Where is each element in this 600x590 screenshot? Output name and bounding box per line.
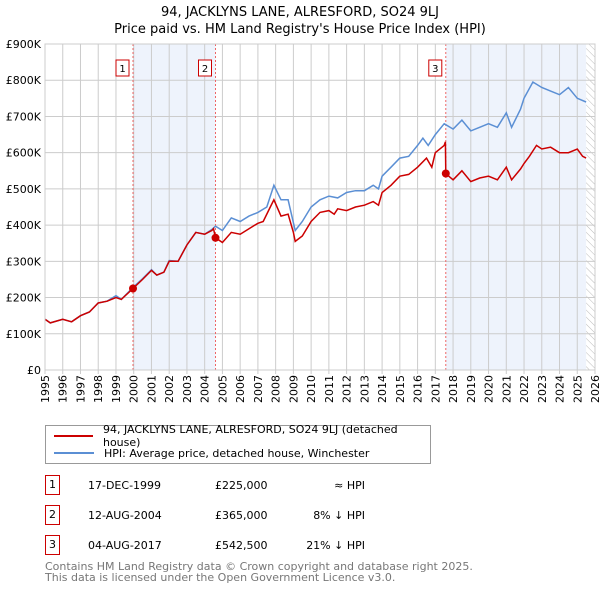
- sale-label: 2: [202, 64, 208, 75]
- footer: Contains HM Land Registry data © Crown c…: [45, 561, 473, 583]
- sale-label-box: [428, 59, 443, 77]
- price-chart: 1995 1996 1997 1998 1999 2000 2001 2002 2003 2004…: [6, 38, 600, 403]
- shaded-period: [133, 44, 216, 370]
- x-tick-label: 1995: [39, 375, 52, 403]
- transaction-row: 3 04-AUG-2017 £542,500 21% ↓ HPI: [45, 535, 445, 557]
- x-tick-label: 2025: [571, 375, 584, 403]
- x-tick-label: 2020: [483, 375, 496, 403]
- legend-label: 94, JACKLYNS LANE, ALRESFORD, SO24 9LJ (…: [102, 423, 398, 449]
- sale-label-box: [115, 59, 130, 77]
- sale-label-box: [198, 59, 212, 77]
- legend-item-property: 94, JACKLYNS LANE, ALRESFORD, SO24 9LJ (…: [54, 423, 430, 449]
- x-tick-label: 2006: [234, 375, 247, 403]
- x-tick-label: 2021: [500, 375, 513, 403]
- x-tick-label: 2004: [199, 375, 212, 403]
- x-tick-label: 2009: [287, 375, 300, 403]
- x-tick-label: 2018: [447, 375, 460, 403]
- y-tick-label: £800K: [6, 74, 42, 87]
- hpi-diff: 8% ↓ HPI: [313, 509, 365, 522]
- plot-border: [44, 43, 596, 371]
- hpi-diff: ≈ HPI: [334, 479, 365, 492]
- legend-label: HPI: Average price, detached house, Winc…: [104, 446, 370, 460]
- x-tick-label: 2012: [341, 375, 354, 403]
- x-tick-label: 2023: [536, 375, 549, 403]
- x-tick-label: 2008: [270, 375, 283, 403]
- y-tick-label: £500K: [6, 183, 42, 196]
- sale-point: [211, 233, 220, 242]
- y-tick-label: £400K: [6, 219, 42, 232]
- marker-badge: 1: [45, 475, 60, 495]
- y-tick-label: £300K: [6, 255, 42, 268]
- marker-badge: 2: [45, 505, 60, 525]
- x-tick-label: 2026: [589, 375, 600, 403]
- x-tick-label: 2013: [358, 375, 371, 403]
- x-tick-label: 2022: [518, 375, 531, 403]
- x-tick-label: 1997: [74, 375, 87, 403]
- red-line-swatch: [54, 435, 93, 437]
- date: 17-DEC-1999: [88, 479, 162, 492]
- x-tick-label: 2000: [128, 375, 141, 403]
- x-tick-label: 2005: [216, 375, 229, 403]
- price: £225,000: [215, 479, 268, 492]
- series-line: [44, 141, 587, 324]
- x-tick-label: 2003: [181, 375, 194, 403]
- x-tick-label: 2011: [323, 375, 336, 403]
- x-tick-label: 2001: [145, 375, 158, 403]
- transaction-row: 1 17-DEC-1999 £225,000 ≈ HPI: [45, 475, 445, 497]
- transaction-row: 2 12-AUG-2004 £365,000 8% ↓ HPI: [45, 505, 445, 527]
- x-tick-label: 2017: [429, 375, 442, 403]
- marker-badge: 3: [45, 535, 60, 555]
- y-tick-label: £200K: [6, 292, 42, 305]
- y-tick-label: £700K: [6, 110, 42, 123]
- y-tick-label: £600K: [6, 147, 42, 160]
- shaded-period: [445, 44, 587, 370]
- price: £542,500: [215, 539, 268, 552]
- price: £365,000: [215, 509, 268, 522]
- y-tick-label: £900K: [6, 38, 42, 51]
- x-tick-label: 2002: [163, 375, 176, 403]
- legend-item-hpi: HPI: Average price, detached house, Winc…: [54, 445, 369, 461]
- x-tick-label: 2010: [305, 375, 318, 403]
- blue-line-swatch: [54, 452, 94, 454]
- x-tick-label: 2014: [376, 375, 389, 403]
- date: 04-AUG-2017: [88, 539, 162, 552]
- date: 12-AUG-2004: [88, 509, 162, 522]
- x-tick-label: 2016: [412, 375, 425, 403]
- footer-copyright: Contains HM Land Registry data © Crown c…: [45, 560, 473, 573]
- forecast-hatch: [586, 44, 595, 370]
- footer-licence: This data is licensed under the Open Gov…: [45, 571, 396, 584]
- x-tick-label: 2015: [394, 375, 407, 403]
- x-tick-label: 2024: [554, 375, 567, 403]
- x-tick-label: 2019: [465, 375, 478, 403]
- x-tick-label: 1998: [92, 375, 105, 403]
- sale-point: [441, 169, 450, 178]
- chart-title: 94, JACKLYNS LANE, ALRESFORD, SO24 9LJ: [160, 5, 440, 20]
- legend: 94, JACKLYNS LANE, ALRESFORD, SO24 9LJ (…: [45, 423, 431, 464]
- x-tick-label: 1999: [110, 375, 123, 403]
- y-tick-label: £100K: [6, 328, 42, 341]
- sale-point: [129, 284, 137, 293]
- chart-subtitle: Price paid vs. HM Land Registry's House …: [114, 22, 486, 37]
- x-tick-label: 1996: [57, 375, 70, 403]
- hpi-diff: 21% ↓ HPI: [306, 539, 365, 552]
- sale-label: 3: [432, 64, 438, 75]
- x-tick-label: 2007: [252, 375, 265, 403]
- y-tick-label: £0: [27, 364, 41, 377]
- sale-label: 1: [119, 64, 125, 75]
